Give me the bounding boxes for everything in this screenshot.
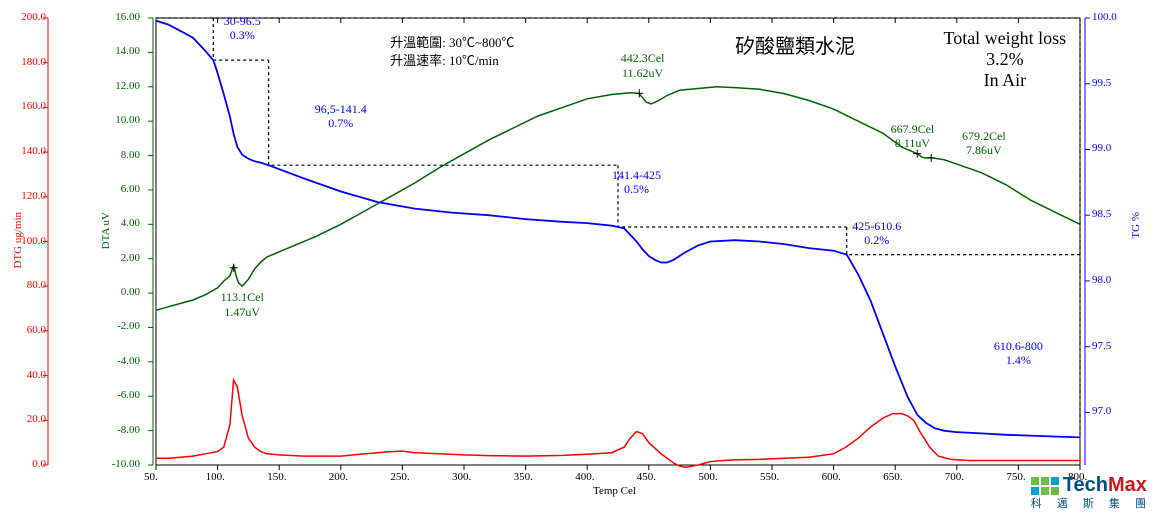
y-tick-label: -2.00 <box>106 320 140 332</box>
y-tick-label: 120.0 <box>12 190 46 202</box>
y-tick-label: 97.0 <box>1092 405 1111 417</box>
x-tick-label: 650. <box>883 471 902 483</box>
y-tick-label: 0.00 <box>106 286 140 298</box>
y-tick-label: 12.00 <box>106 80 140 92</box>
chart-annotation: 442.3Cel 11.62uV <box>603 51 683 80</box>
y-tick-label: 140.0 <box>12 145 46 157</box>
x-tick-label: 100. <box>206 471 225 483</box>
logo-subtitle: 科 邁 斯 集 團 <box>1031 495 1152 511</box>
y-tick-label: 20.0 <box>12 413 46 425</box>
y-tick-label: 80.0 <box>12 279 46 291</box>
x-tick-label: 500. <box>698 471 717 483</box>
x-tick-label: 700. <box>945 471 964 483</box>
x-tick-label: 50. <box>144 471 158 483</box>
y-tick-label: 2.00 <box>106 252 140 264</box>
y-tick-label: -10.00 <box>106 458 140 470</box>
y-tick-label: 160.0 <box>12 100 46 112</box>
y-tick-label: -4.00 <box>106 355 140 367</box>
x-tick-label: 150. <box>267 471 286 483</box>
y-tick-label: 99.5 <box>1092 77 1111 89</box>
x-tick-label: 300. <box>452 471 471 483</box>
x-tick-label: 350. <box>514 471 533 483</box>
y-axis-label: DTG ug/min <box>12 212 24 269</box>
x-tick-label: 250. <box>390 471 409 483</box>
chart-annotation: 96,5-141.4 0.7% <box>301 102 381 131</box>
chart-annotation: 30-96.5 0.3% <box>202 14 282 43</box>
y-tick-label: 99.0 <box>1092 142 1111 154</box>
logo-text-tech: Tech <box>1063 474 1108 496</box>
x-tick-label: 750. <box>1006 471 1025 483</box>
title-chinese: 矽酸鹽類水泥 <box>735 30 855 59</box>
logo-text-max: Max <box>1108 474 1147 496</box>
x-axis-label: Temp Cel <box>593 485 636 497</box>
title-weight-loss: Total weight loss 3.2% In Air <box>920 28 1090 91</box>
y-tick-label: 98.0 <box>1092 274 1111 286</box>
y-tick-label: 8.00 <box>106 149 140 161</box>
techmax-logo: TechMax 科 邁 斯 集 團 <box>1031 474 1152 511</box>
y-tick-label: -6.00 <box>106 389 140 401</box>
x-tick-label: 200. <box>329 471 348 483</box>
y-axis-label: DTA uV <box>100 212 112 249</box>
chart-annotation: 679.2Cel 7.86uV <box>944 129 1024 158</box>
y-tick-label: 0.0 <box>12 458 46 470</box>
x-tick-label: 600. <box>822 471 841 483</box>
y-tick-label: 14.00 <box>106 45 140 57</box>
conditions-info: 升溫範圍: 30℃~800℃ 升溫速率: 10℃/min <box>390 34 514 70</box>
y-tick-label: 16.00 <box>106 11 140 23</box>
y-tick-label: 60.0 <box>12 324 46 336</box>
y-axis-label: TG % <box>1130 212 1142 239</box>
chart-annotation: 425-610.6 0.2% <box>837 219 917 248</box>
y-tick-label: 180.0 <box>12 56 46 68</box>
chart-annotation: 610.6-800 1.4% <box>978 339 1058 368</box>
y-tick-label: 10.00 <box>106 114 140 126</box>
thermal-analysis-chart: 50. 100. 150. 200. 250. 300. 350. 400. 450. 500. 5… <box>0 0 1160 515</box>
y-tick-label: 98.5 <box>1092 208 1111 220</box>
chart-annotation: 667.9Cel 8.11uV <box>872 122 952 151</box>
x-tick-label: 550. <box>760 471 779 483</box>
y-tick-label: 200.0 <box>12 11 46 23</box>
y-tick-label: -8.00 <box>106 424 140 436</box>
y-tick-label: 40.0 <box>12 369 46 381</box>
x-tick-label: 400. <box>575 471 594 483</box>
y-tick-label: 100.0 <box>1092 11 1117 23</box>
chart-annotation: 141.4-425 0.5% <box>596 168 676 197</box>
chart-annotation: 113.1Cel 1.47uV <box>202 290 282 319</box>
y-tick-label: 6.00 <box>106 183 140 195</box>
x-tick-label: 450. <box>637 471 656 483</box>
y-tick-label: 97.5 <box>1092 340 1111 352</box>
